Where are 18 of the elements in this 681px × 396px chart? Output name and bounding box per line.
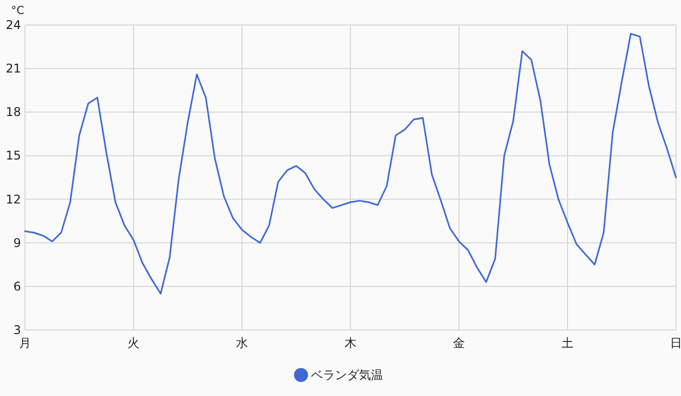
legend: ベランダ気温 [294, 368, 383, 382]
y-tick-label: 18 [6, 105, 21, 120]
y-tick-label: 12 [6, 192, 21, 206]
y-tick-label: 24 [6, 18, 21, 32]
y-tick-label: 6 [13, 279, 21, 294]
x-tick-label: 月 [19, 336, 31, 350]
x-tick-label: 土 [562, 336, 574, 350]
x-tick-label: 水 [236, 336, 248, 350]
x-tick-label: 金 [453, 336, 465, 350]
x-tick-label: 木 [344, 336, 356, 350]
legend-label: ベランダ気温 [311, 368, 383, 382]
y-axis-title: °C [11, 4, 24, 17]
y-tick-label: 21 [6, 62, 21, 76]
x-tick-label: 日 [670, 336, 681, 350]
x-tick-label: 火 [128, 336, 140, 350]
y-tick-label: 9 [13, 236, 21, 250]
y-tick-label: 3 [13, 323, 21, 337]
y-tick-label: 15 [6, 148, 21, 163]
